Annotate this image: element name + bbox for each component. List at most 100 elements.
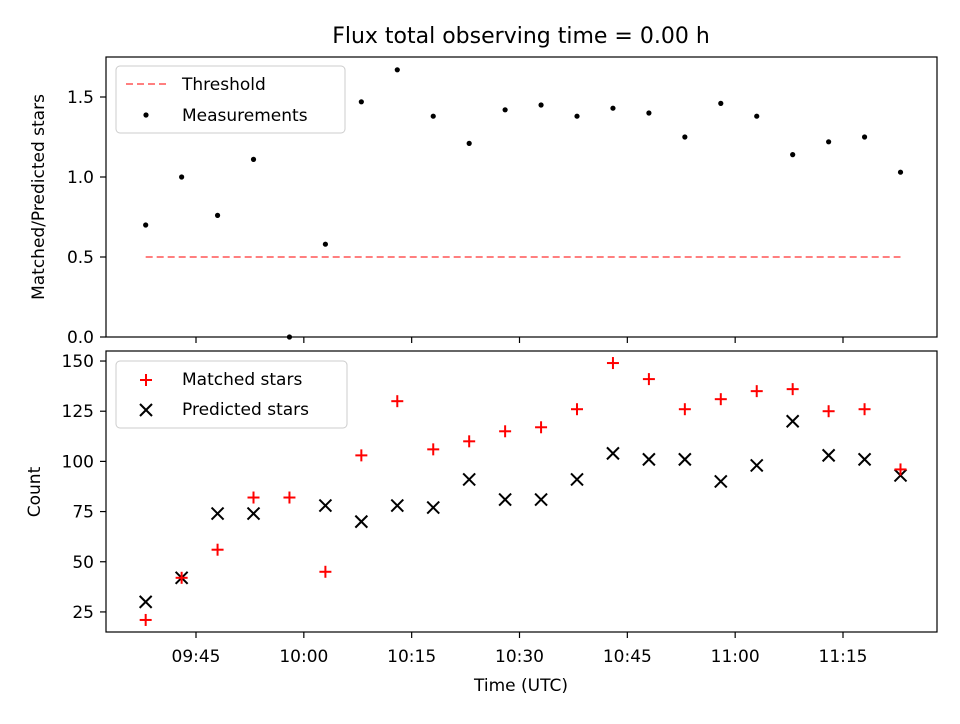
bottom-x-tick-label-6: 11:15 (819, 647, 868, 667)
bottom-y-tick-label-4: 125 (62, 402, 94, 422)
predicted-point-19-stroke-b (821, 448, 836, 463)
predicted-point-12-stroke-b (570, 472, 584, 487)
predicted-point-12 (570, 472, 584, 487)
measurement-point-7 (394, 67, 400, 73)
top-y-tick-label-1: 0.5 (67, 248, 94, 268)
predicted-point-16-stroke-b (714, 474, 728, 489)
matched-point-21 (894, 463, 907, 476)
predicted-point-6-stroke-b (354, 514, 369, 529)
measurement-point-18 (790, 152, 796, 158)
bottom-panel: 25 50 75 100 125 150 09:45 10:00 10:15 10:30 10:4… (25, 350, 938, 696)
predicted-point-15-stroke-b (678, 452, 692, 467)
predicted-point-17-stroke-b (750, 458, 764, 473)
predicted-point-7 (390, 498, 404, 513)
matched-point-15 (678, 403, 691, 416)
measurement-point-15 (682, 134, 688, 140)
top-marks (143, 67, 904, 340)
matched-point-16 (714, 393, 727, 406)
measurement-point-3 (250, 156, 257, 162)
predicted-point-11-stroke-b (534, 492, 548, 507)
matched-point-10 (499, 425, 512, 438)
bottom-marks (138, 357, 908, 626)
predicted-point-13-stroke-b (606, 446, 620, 461)
matched-point-18 (786, 383, 799, 396)
predicted-point-15 (678, 452, 692, 467)
bottom-x-tick-label-2: 10:15 (387, 647, 436, 667)
measurement-point-12 (574, 113, 580, 119)
predicted-point-8 (426, 500, 440, 515)
top-y-ticks: 0.0 0.5 1.0 1.5 (67, 88, 106, 348)
predicted-point-13 (606, 446, 620, 461)
matched-point-14 (642, 373, 655, 386)
legend-measurements-label: Measurements (182, 106, 308, 126)
predicted-point-18 (785, 414, 800, 428)
measurement-point-5 (322, 241, 328, 247)
predicted-point-10-stroke-b (498, 492, 512, 507)
legend-predicted-label: Predicted stars (182, 400, 309, 420)
bottom-x-ticks: 09:45 10:00 10:15 10:30 10:45 11:00 11:15 (172, 632, 868, 667)
predicted-point-5-stroke-b (318, 498, 333, 513)
predicted-point-19 (821, 448, 836, 463)
matched-point-1 (175, 571, 188, 584)
legend-predicted-swatch (139, 403, 153, 417)
bottom-x-tick-label-5: 11:00 (711, 647, 760, 667)
chart-title: Flux total observing time = 0.00 h (332, 24, 710, 49)
predicted-point-0-stroke-b (138, 595, 153, 609)
measurement-point-1 (179, 174, 185, 180)
matched-point-12 (571, 403, 584, 416)
measurement-point-16 (718, 100, 724, 106)
bottom-y-tick-label-3: 100 (62, 452, 94, 472)
top-axes-frame (105, 56, 938, 338)
matched-point-20 (858, 403, 871, 416)
bottom-legend: Matched stars Predicted stars (115, 360, 348, 429)
predicted-point-21-stroke-b (893, 468, 908, 483)
measurement-point-21 (897, 169, 904, 175)
measurement-point-14 (646, 110, 652, 116)
predicted-point-14-stroke-b (642, 452, 656, 467)
predicted-point-3 (246, 506, 261, 521)
top-legend: Threshold Measurements (115, 65, 346, 134)
measurement-point-19 (826, 139, 832, 145)
matched-point-13 (606, 357, 619, 370)
bottom-axes-frame (105, 350, 938, 633)
bottom-x-tick-label-3: 10:30 (495, 647, 544, 667)
matched-point-4 (283, 491, 296, 504)
predicted-point-18-stroke-b (785, 414, 800, 428)
predicted-point-21 (893, 468, 908, 483)
bottom-x-tick-label-1: 10:00 (279, 647, 328, 667)
matched-point-7 (391, 395, 404, 408)
legend-measurements-swatch (143, 112, 149, 118)
matched-point-5 (319, 565, 332, 578)
predicted-point-2-stroke-b (210, 506, 225, 521)
matched-point-9 (463, 435, 476, 448)
bottom-y-ticks: 25 50 75 100 125 150 (62, 352, 106, 623)
top-panel: 0.0 0.5 1.0 1.5 Matched/Predicted stars Thr… (29, 56, 938, 348)
predicted-point-8-stroke-b (426, 500, 440, 515)
measurement-point-6 (358, 99, 364, 105)
measurement-point-17 (754, 113, 760, 119)
measurement-point-8 (430, 113, 436, 119)
predicted-point-20 (857, 452, 872, 467)
predicted-point-11 (534, 492, 548, 507)
top-legend-box (115, 65, 346, 134)
bottom-y-tick-label-1: 50 (72, 553, 94, 573)
matched-point-6 (355, 449, 368, 462)
bottom-y-tick-label-0: 25 (72, 603, 94, 623)
matched-point-17 (750, 385, 763, 398)
predicted-point-14 (642, 452, 656, 467)
legend-matched-swatch (140, 374, 152, 386)
measurement-point-10 (502, 107, 508, 113)
measurement-point-13 (610, 105, 616, 111)
predicted-point-9 (462, 472, 476, 487)
legend-threshold-label: Threshold (181, 75, 266, 95)
measurement-point-2 (214, 212, 221, 218)
measurement-point-20 (861, 134, 868, 140)
predicted-point-5 (318, 498, 333, 513)
predicted-point-9-stroke-b (462, 472, 476, 487)
top-y-tick-label-2: 1.0 (67, 168, 94, 188)
matched-point-11 (535, 421, 548, 434)
bottom-y-tick-label-2: 75 (72, 503, 94, 523)
predicted-point-6 (354, 514, 369, 529)
predicted-point-16 (714, 474, 728, 489)
